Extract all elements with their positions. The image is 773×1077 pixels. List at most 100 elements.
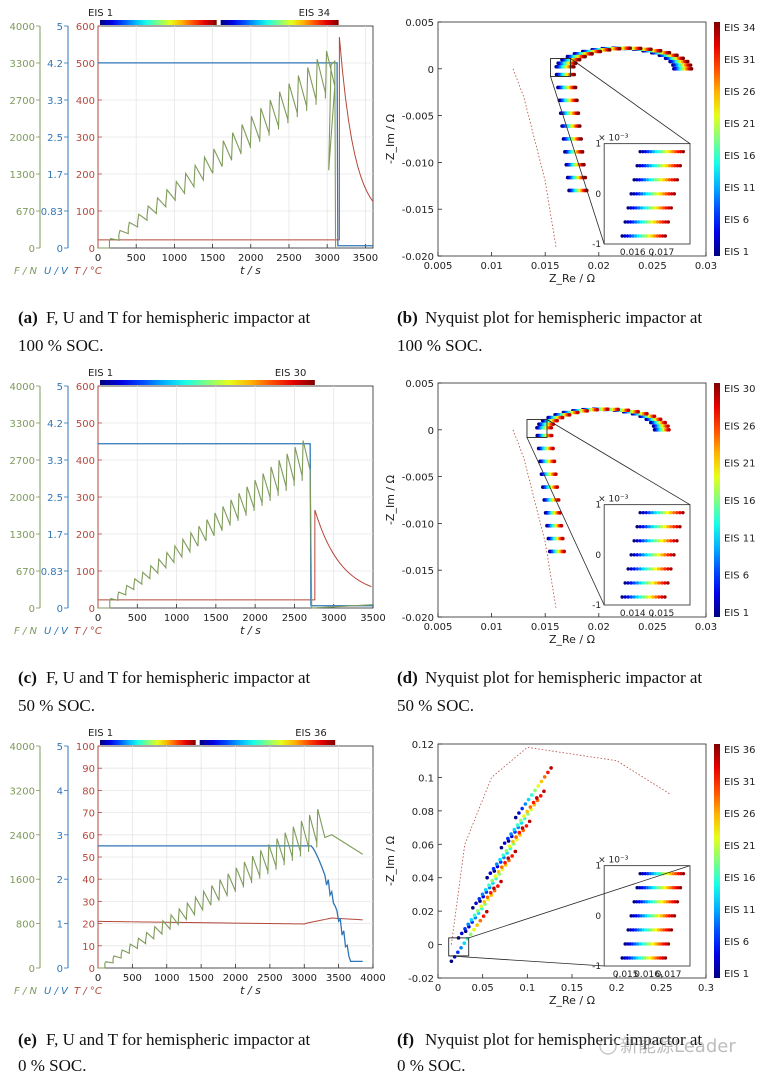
inset-point (640, 178, 644, 182)
inset-point (635, 178, 639, 182)
inset-point (649, 914, 654, 918)
y-tick-label: -0.010 (402, 519, 434, 530)
caption-c-letter: (c) (18, 668, 37, 687)
inset-point (669, 206, 674, 210)
inset-point (665, 164, 669, 168)
inset-point (672, 914, 677, 918)
T-tick-label: 0 (89, 604, 95, 615)
T-tick-label: 0 (89, 964, 95, 975)
colorbar-label: EIS 6 (724, 937, 749, 948)
y-axis-label: -Z_Im / Ω (384, 475, 397, 525)
x-axis-label: t / s (240, 984, 261, 997)
x-tick-label: 2000 (238, 253, 263, 264)
x-tick-label: 0.25 (650, 983, 672, 994)
inset-point (645, 192, 650, 196)
x-tick-label: 0.1 (519, 983, 535, 994)
inset-point (650, 206, 655, 210)
inset-point (659, 192, 663, 196)
nyquist-point (567, 413, 572, 417)
inset-point (634, 206, 638, 210)
T-tick-label: 600 (76, 382, 95, 393)
inset-point (636, 928, 641, 932)
colorbar-label: EIS 26 (724, 421, 756, 432)
inset-point (635, 567, 640, 571)
inset-point (639, 220, 644, 224)
inset-point (638, 149, 642, 154)
caption-a-line1: F, U and T for hemispheric impactor at (46, 308, 311, 327)
inset-point (645, 220, 649, 224)
inset-point (656, 192, 660, 196)
x-tick-label: 0.03 (695, 261, 717, 272)
nyquist-point (513, 815, 518, 820)
x-tick-label: 0 (95, 973, 101, 984)
inset-point (666, 886, 670, 890)
inset-point (664, 928, 669, 932)
inset-point (665, 900, 669, 904)
inset-point (648, 178, 653, 182)
nyquist-point (531, 800, 536, 805)
inset-point (650, 234, 654, 238)
nyquist-point (549, 425, 554, 430)
inset-point (640, 886, 644, 890)
nyquist-point (472, 927, 476, 932)
inset-point (656, 871, 660, 876)
inset-point (645, 206, 649, 210)
inset-point (653, 956, 657, 960)
inset-point (626, 206, 630, 210)
y-tick-label: 0.02 (412, 907, 434, 918)
U-tick-label: 0.83 (41, 567, 63, 578)
F-tick-label: 4000 (10, 22, 35, 33)
x-tick-label: 3000 (321, 613, 346, 624)
nyquist-point (459, 931, 464, 936)
inset-point (660, 581, 664, 585)
inset-point (633, 956, 637, 960)
nyquist-point (652, 414, 657, 419)
nyquist-point (549, 433, 554, 438)
nyquist-point (471, 906, 475, 910)
x-axis-label: t / s (240, 624, 261, 637)
inset-point (631, 220, 635, 224)
inset-point (642, 234, 646, 238)
x-tick-label: 500 (128, 613, 147, 624)
inset-point (649, 149, 653, 154)
inset-point (673, 149, 677, 154)
inset-point (653, 553, 658, 557)
eis-bar-start-label: EIS 1 (88, 728, 113, 739)
T-tick-label: 400 (76, 456, 95, 467)
T-tick-label: 40 (82, 875, 95, 886)
inset-point (641, 539, 646, 543)
inset-point (659, 164, 664, 168)
inset-point (658, 220, 662, 224)
inset-point (669, 192, 674, 196)
inset-point (666, 553, 670, 557)
colorbar-label: EIS 21 (724, 119, 756, 130)
inset-point (632, 192, 636, 196)
inset-point (628, 942, 632, 946)
nyquist-point (485, 875, 489, 880)
nyquist-point (496, 869, 501, 874)
inset-point (639, 928, 643, 932)
x-tick-label: 0.015 (531, 622, 560, 633)
inset-point (669, 510, 673, 515)
inset-point (638, 525, 642, 529)
x-tick-label: 0.03 (695, 622, 717, 633)
nyquist-point (560, 415, 565, 420)
inset-point (664, 192, 668, 196)
inset-point (664, 942, 668, 946)
inset-point (676, 886, 680, 890)
colorbar (714, 383, 720, 617)
inset-point (660, 886, 665, 890)
nyquist-point (583, 175, 588, 180)
inset-point (663, 900, 667, 904)
nyquist-point (649, 47, 653, 52)
inset-point (656, 539, 661, 543)
inset-point (640, 956, 645, 960)
colorbar-label: EIS 11 (724, 183, 756, 194)
U-tick-label: 5 (57, 22, 63, 33)
inset-point (643, 942, 648, 946)
inset-point (651, 956, 655, 960)
inset-point (623, 956, 627, 960)
inset-point (623, 234, 627, 238)
inset-point (648, 871, 653, 876)
inset-point (628, 220, 633, 224)
